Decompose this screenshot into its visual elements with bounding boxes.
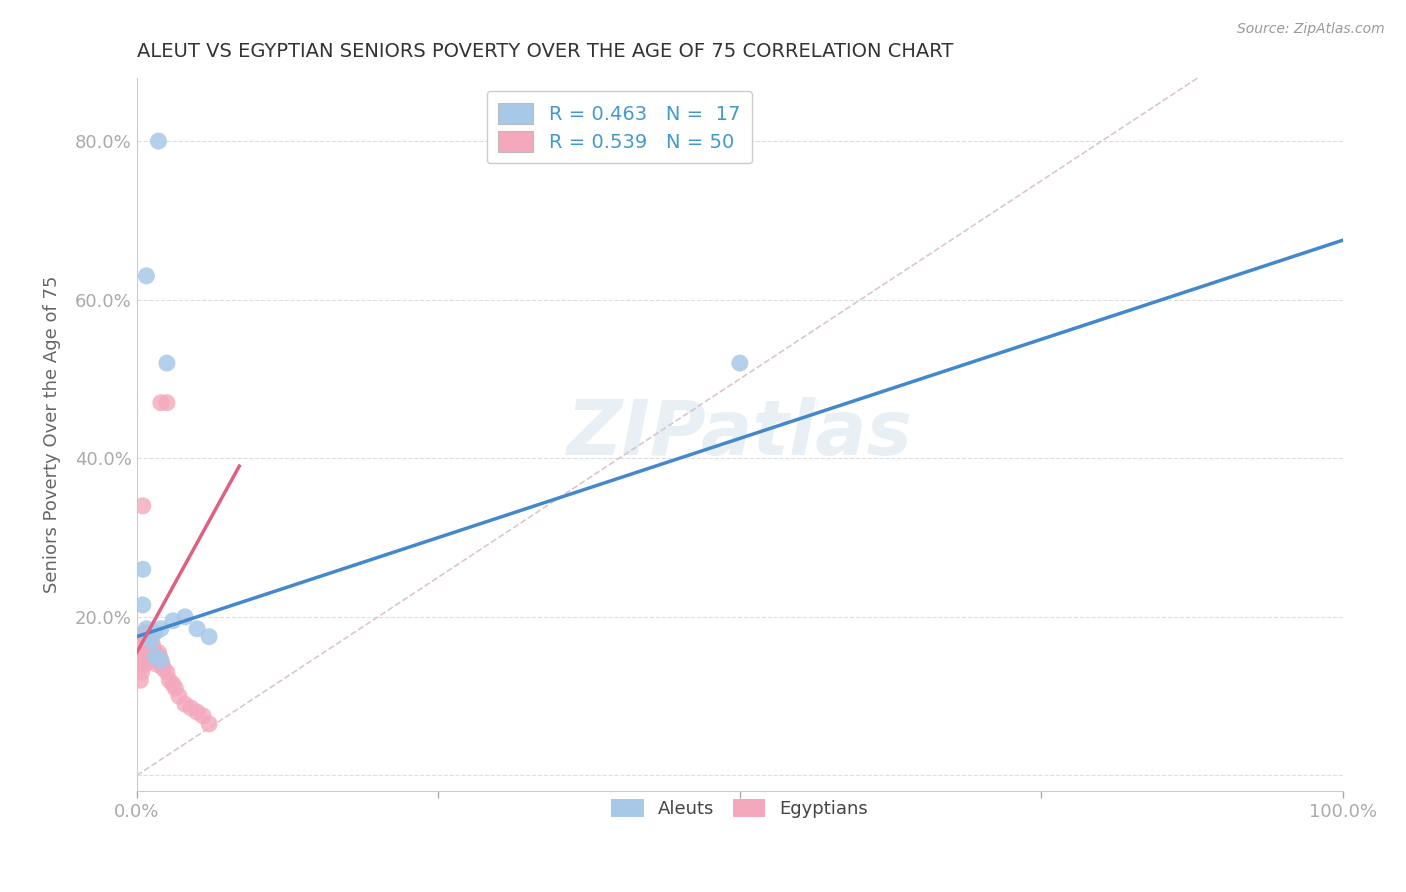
Point [146, 657, 169, 672]
Point [135, 630, 157, 644]
Point [143, 625, 166, 640]
Point [132, 641, 155, 656]
Point [174, 610, 197, 624]
Text: ZIPatlas: ZIPatlas [567, 398, 912, 472]
Point [139, 646, 162, 660]
Point [141, 633, 163, 648]
Point [157, 673, 180, 688]
Point [149, 653, 172, 667]
Point [149, 395, 172, 409]
Point [156, 665, 179, 680]
Point [132, 562, 155, 576]
Point [191, 709, 214, 723]
Point [174, 697, 197, 711]
Point [131, 646, 153, 660]
Point [728, 356, 751, 370]
Point [149, 649, 172, 664]
Point [136, 649, 159, 664]
Point [141, 638, 163, 652]
Point [142, 649, 165, 664]
Point [135, 268, 157, 283]
Point [134, 646, 156, 660]
Point [143, 649, 166, 664]
Point [186, 622, 208, 636]
Point [135, 622, 157, 636]
Point [148, 134, 170, 148]
Point [135, 653, 157, 667]
Point [141, 646, 163, 660]
Point [162, 677, 184, 691]
Point [165, 681, 187, 696]
Text: Source: ZipAtlas.com: Source: ZipAtlas.com [1237, 22, 1385, 37]
Point [132, 625, 155, 640]
Point [132, 638, 155, 652]
Point [132, 657, 155, 672]
Point [162, 614, 184, 628]
Point [138, 646, 160, 660]
Point [167, 689, 190, 703]
Point [180, 701, 202, 715]
Point [136, 638, 159, 652]
Legend: Aleuts, Egyptians: Aleuts, Egyptians [605, 791, 876, 825]
Point [150, 657, 173, 672]
Text: ALEUT VS EGYPTIAN SENIORS POVERTY OVER THE AGE OF 75 CORRELATION CHART: ALEUT VS EGYPTIAN SENIORS POVERTY OVER T… [136, 42, 953, 61]
Point [148, 646, 170, 660]
Point [134, 633, 156, 648]
Point [145, 653, 167, 667]
Point [186, 705, 208, 719]
Point [132, 649, 155, 664]
Point [131, 665, 153, 680]
Point [138, 630, 160, 644]
Point [143, 646, 166, 660]
Point [141, 641, 163, 656]
Point [132, 630, 155, 644]
Point [129, 653, 152, 667]
Point [198, 717, 221, 731]
Point [136, 625, 159, 640]
Point [129, 673, 152, 688]
Point [152, 661, 174, 675]
Point [135, 641, 157, 656]
Point [141, 630, 163, 644]
Point [156, 356, 179, 370]
Y-axis label: Seniors Poverty Over the Age of 75: Seniors Poverty Over the Age of 75 [44, 276, 60, 593]
Point [134, 657, 156, 672]
Point [138, 638, 160, 652]
Point [198, 630, 221, 644]
Point [156, 395, 179, 409]
Point [132, 598, 155, 612]
Point [132, 499, 155, 513]
Point [139, 641, 162, 656]
Point [138, 630, 160, 644]
Point [149, 622, 172, 636]
Point [149, 653, 172, 667]
